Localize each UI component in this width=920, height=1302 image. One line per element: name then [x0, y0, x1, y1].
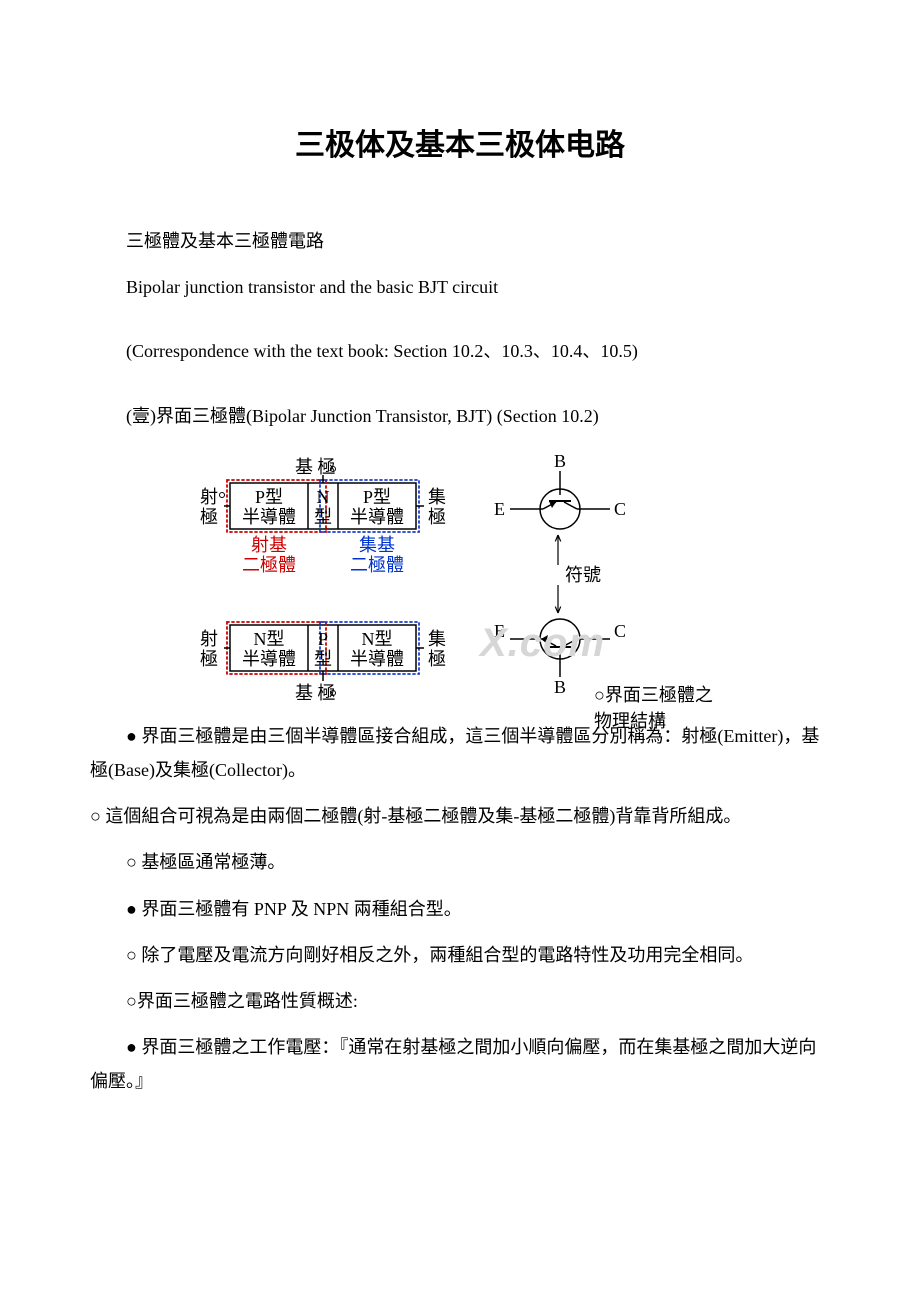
svg-text:C: C: [614, 621, 626, 641]
svg-text:B: B: [554, 677, 566, 697]
paragraph: Bipolar junction transistor and the basi…: [90, 270, 830, 304]
svg-text:N型: N型: [254, 629, 285, 649]
paragraph: ○ 這個組合可視為是由兩個二極體(射-基極二極體及集-基極二極體)背靠背所組成。: [54, 799, 830, 833]
diagram-caption: ○界面三極體之物理結構: [594, 681, 730, 733]
svg-text:集: 集: [428, 487, 446, 507]
page-title: 三极体及基本三极体电路: [90, 120, 830, 164]
svg-text:基 極: 基 極: [295, 457, 336, 477]
svg-text:極: 極: [200, 507, 218, 527]
paragraph: ● 界面三極體有 PNP 及 NPN 兩種組合型。: [90, 892, 830, 926]
svg-text:半導體: 半導體: [350, 507, 404, 527]
svg-text:集基: 集基: [359, 535, 395, 555]
svg-text:半導體: 半導體: [242, 507, 296, 527]
svg-text:B: B: [554, 453, 566, 471]
svg-text:E: E: [494, 621, 505, 641]
svg-text:E: E: [494, 499, 505, 519]
svg-text:P: P: [318, 629, 328, 649]
svg-text:二極體: 二極體: [350, 555, 404, 575]
svg-text:半導體: 半導體: [350, 649, 404, 669]
svg-text:型: 型: [314, 649, 332, 669]
svg-text:N型: N型: [362, 629, 393, 649]
svg-text:射: 射: [200, 629, 218, 649]
page: 三极体及基本三极体电路 三極體及基本三極體電路 Bipolar junction…: [0, 0, 920, 1190]
svg-text:N: N: [317, 487, 330, 507]
svg-text:P型: P型: [363, 487, 391, 507]
svg-text:極: 極: [428, 507, 446, 527]
svg-text:基 極: 基 極: [295, 683, 336, 703]
paragraph: (壹)界面三極體(Bipolar Junction Transistor, BJ…: [90, 399, 830, 433]
svg-text:半導體: 半導體: [242, 649, 296, 669]
svg-text:射基: 射基: [251, 535, 287, 555]
paragraph: ○ 除了電壓及電流方向剛好相反之外，兩種組合型的電路特性及功用完全相同。: [90, 938, 830, 972]
svg-text:射: 射: [200, 487, 218, 507]
svg-text:二極體: 二極體: [242, 555, 296, 575]
svg-text:集: 集: [428, 629, 446, 649]
svg-text:極: 極: [428, 649, 446, 669]
svg-text:極: 極: [200, 649, 218, 669]
paragraph: (Correspondence with the text book: Sect…: [90, 334, 830, 368]
svg-text:符號: 符號: [565, 565, 601, 585]
svg-text:型: 型: [314, 507, 332, 527]
paragraph: 三極體及基本三極體電路: [90, 224, 830, 258]
svg-text:C: C: [614, 499, 626, 519]
bjt-structure-diagram: X.com 基 極P型半導體N型P型半導體射極集極射基二極體集基二極體N型半導體…: [170, 453, 730, 713]
paragraph: ● 界面三極體之工作電壓：『通常在射基極之間加小順向偏壓，而在集基極之間加大逆向…: [90, 1030, 830, 1098]
paragraph: ○界面三極體之電路性質概述:: [90, 984, 830, 1018]
paragraph: ○ 基極區通常極薄。: [90, 845, 830, 879]
svg-text:P型: P型: [255, 487, 283, 507]
diagram-svg: 基 極P型半導體N型P型半導體射極集極射基二極體集基二極體N型半導體P型N型半導…: [170, 453, 730, 708]
